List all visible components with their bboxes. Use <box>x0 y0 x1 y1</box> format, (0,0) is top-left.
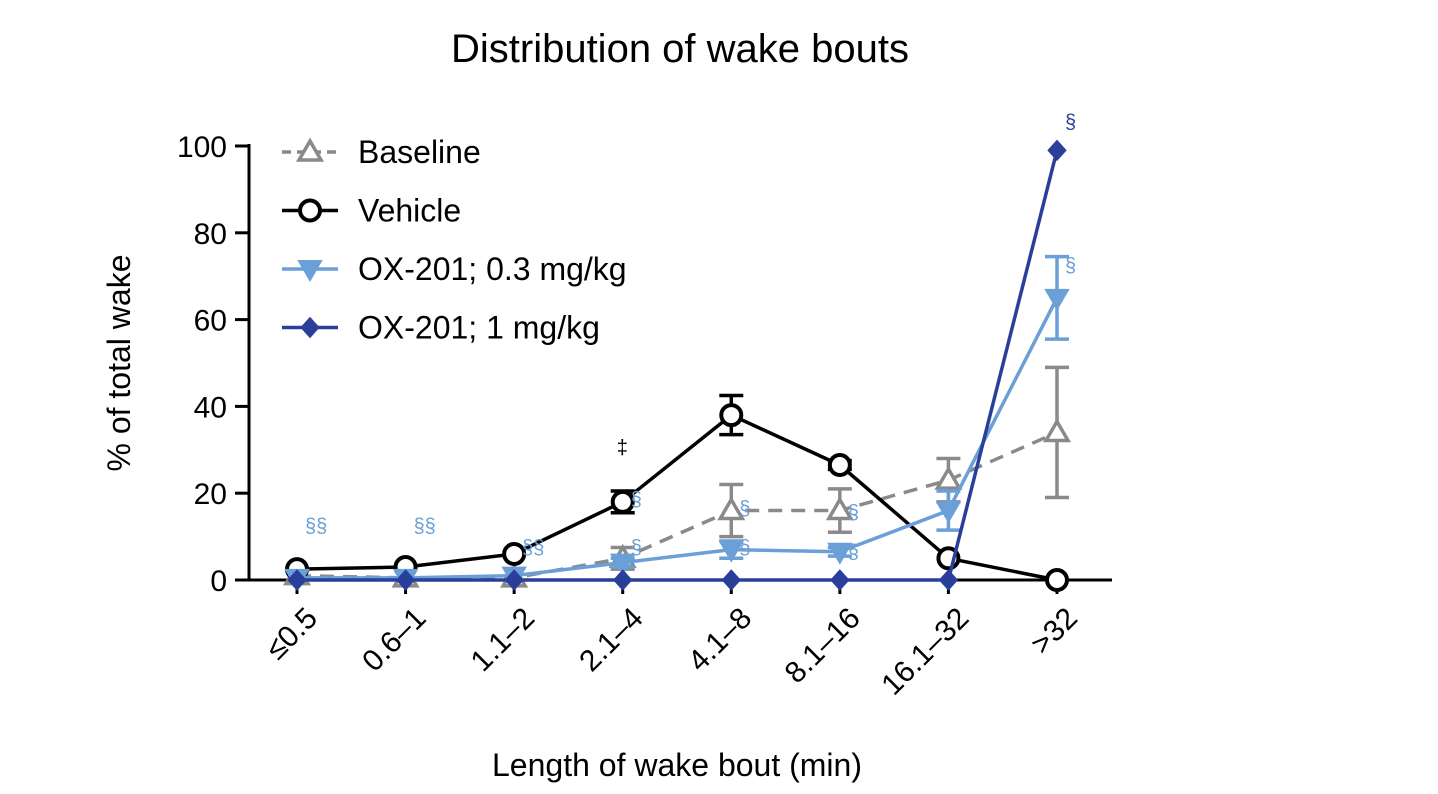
plot-area: 0 20 40 60 80 100 ≤0.5 0.6–1 1.1–2 2.1–4 4.1–8 8.1–… <box>177 112 1112 702</box>
legend-label: Baseline <box>358 134 481 170</box>
x-tick-label: 1.1–2 <box>465 602 541 678</box>
data-point <box>1042 417 1072 443</box>
y-tick-label: 0 <box>210 565 227 598</box>
series-line <box>296 413 1058 582</box>
chart-title: Distribution of wake bouts <box>451 27 909 71</box>
series-ox-201-1-mg-kg <box>287 139 1067 591</box>
legend-label: OX-201; 0.3 mg/kg <box>358 251 627 287</box>
legend-item-baseline: Baseline <box>282 134 481 170</box>
series-line <box>297 297 1059 580</box>
data-point <box>1044 288 1070 311</box>
x-tick-label: ≤0.5 <box>259 602 323 666</box>
data-point <box>613 569 633 591</box>
data-point <box>610 489 635 514</box>
data-point <box>287 569 307 591</box>
data-point <box>395 569 416 591</box>
significance-marker: ‡ <box>617 437 628 459</box>
legend-swatch-marker <box>300 316 320 339</box>
significance-marker: § <box>848 541 859 563</box>
significance-marker: §§ <box>305 515 327 537</box>
data-point <box>502 541 527 566</box>
significance-marker: § <box>848 502 859 524</box>
data-point <box>719 403 744 428</box>
y-tick-label: 80 <box>194 218 227 251</box>
significance-marker: § <box>1065 255 1076 277</box>
legend-label: OX-201; 1 mg/kg <box>358 310 600 346</box>
significance-marker: § <box>739 537 750 559</box>
data-point <box>1047 139 1067 162</box>
data-point <box>830 569 850 591</box>
data-point <box>934 465 963 490</box>
data-point <box>721 569 741 591</box>
data-point <box>717 496 746 521</box>
series-vehicle <box>285 393 1069 592</box>
legend-swatch-marker <box>298 198 322 223</box>
series-ox-201-0-3-mg-kg <box>284 254 1070 591</box>
x-axis-title: Length of wake bout (min) <box>492 747 862 783</box>
data-point <box>827 452 852 477</box>
y-tick-label: 60 <box>194 305 227 338</box>
legend-item-ox-201-1-mg-kg: OX-201; 1 mg/kg <box>282 310 600 346</box>
x-tick-label: 8.1–16 <box>779 602 867 690</box>
x-tick-label: 16.1–32 <box>875 602 975 702</box>
y-axis-title: % of total wake <box>101 255 137 472</box>
legend-swatch-marker <box>295 137 325 162</box>
x-tick-label: 0.6–1 <box>356 602 432 678</box>
legend-item-ox-201-0-3-mg-kg: OX-201; 0.3 mg/kg <box>282 251 627 287</box>
y-tick-label: 20 <box>194 478 227 511</box>
significance-marker: § <box>739 498 750 520</box>
data-point <box>938 569 959 591</box>
x-tick-label: 4.1–8 <box>682 602 758 678</box>
data-point <box>718 540 745 563</box>
data-point <box>504 569 524 591</box>
series-line <box>297 149 1059 582</box>
legend-swatch-marker <box>297 260 323 282</box>
legend-item-vehicle: Vehicle <box>282 193 461 229</box>
y-tick-label: 40 <box>194 391 227 424</box>
x-tick-label: 2.1–4 <box>573 602 649 678</box>
legend-label: Vehicle <box>358 193 461 229</box>
data-point <box>609 553 636 576</box>
significance-marker: § <box>631 489 642 511</box>
data-point <box>1044 568 1069 592</box>
significance-marker: § <box>1065 112 1076 134</box>
significance-marker: §§ <box>414 515 436 537</box>
legend: Baseline Vehicle OX-201; 0.3 mg/kg OX-201; … <box>282 134 627 346</box>
data-point <box>827 542 853 565</box>
data-point <box>935 501 962 524</box>
significance-marker: § <box>631 537 642 559</box>
data-point <box>825 496 854 521</box>
y-tick-label: 100 <box>177 131 227 164</box>
x-tick-label: >32 <box>1025 602 1084 661</box>
significance-marker: §§ <box>522 537 544 559</box>
